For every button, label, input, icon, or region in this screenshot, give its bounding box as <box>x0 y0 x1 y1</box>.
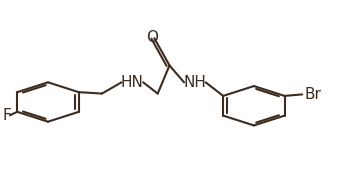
Text: O: O <box>147 30 159 45</box>
Text: F: F <box>3 108 12 123</box>
Text: HN: HN <box>121 75 144 90</box>
Text: Br: Br <box>304 88 321 102</box>
Text: NH: NH <box>183 75 206 90</box>
